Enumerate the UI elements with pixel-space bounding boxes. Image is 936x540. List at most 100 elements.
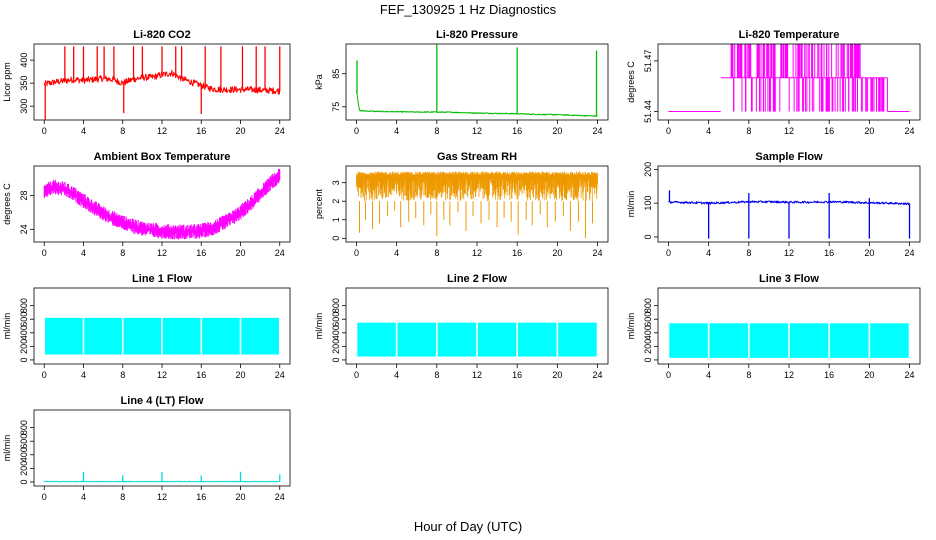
flow-block-line2-flow xyxy=(357,322,396,357)
plot-area-line4-flow xyxy=(44,471,281,483)
xtick-label-rh: 20 xyxy=(552,248,562,258)
ytick-label-line1-flow: 800 xyxy=(19,298,29,313)
xtick-label-line4-flow: 4 xyxy=(81,492,86,502)
ytick-label-line3-flow: 200 xyxy=(643,339,653,354)
flow-block-line2-flow xyxy=(517,322,557,357)
xtick-label-pressure: 8 xyxy=(434,126,439,136)
ytick-label-line2-flow: 400 xyxy=(331,325,341,340)
panel-frame-pressure xyxy=(345,43,609,121)
xtick-label-licor-temp: 8 xyxy=(746,126,751,136)
panel-frame-line4-flow xyxy=(33,409,291,487)
plot-area-pressure xyxy=(356,44,598,117)
panel-title-line1-flow: Line 1 Flow xyxy=(132,273,192,285)
xtick-label-ambient-temp: 0 xyxy=(42,248,47,258)
xtick-label-ambient-temp: 12 xyxy=(157,248,167,258)
plot-area-line1-flow xyxy=(45,317,279,355)
xtick-label-line2-flow: 8 xyxy=(434,370,439,380)
xtick-label-pressure: 16 xyxy=(512,126,522,136)
plot-area-licor-temp xyxy=(668,44,910,113)
panel-frame-line2-flow xyxy=(345,287,609,365)
xtick-label-ambient-temp: 20 xyxy=(235,248,245,258)
xtick-label-rh: 12 xyxy=(472,248,482,258)
xtick-label-licor-temp: 20 xyxy=(864,126,874,136)
flow-block-line2-flow xyxy=(397,322,437,357)
ytick-label-line1-flow: 400 xyxy=(19,325,29,340)
xtick-label-line2-flow: 24 xyxy=(593,370,603,380)
panel-title-pressure: Li-820 Pressure xyxy=(436,29,518,41)
ytick-label-line3-flow: 800 xyxy=(643,298,653,313)
ytick-label-line1-flow: 200 xyxy=(19,339,29,354)
flow-block-line2-flow xyxy=(437,322,477,357)
xtick-label-line2-flow: 4 xyxy=(394,370,399,380)
ytick-label-line2-flow: 200 xyxy=(331,339,341,354)
ytick-label-line1-flow: 0 xyxy=(19,357,29,362)
xtick-label-co2: 8 xyxy=(120,126,125,136)
ytick-label-line3-flow: 0 xyxy=(643,357,653,362)
xtick-label-rh: 8 xyxy=(434,248,439,258)
plot-area-co2 xyxy=(43,46,281,120)
xtick-label-line4-flow: 12 xyxy=(157,492,167,502)
xtick-label-rh: 0 xyxy=(354,248,359,258)
xtick-label-pressure: 4 xyxy=(394,126,399,136)
ytick-label-ambient-temp: 24 xyxy=(19,224,29,234)
ytick-label-co2: 400 xyxy=(19,53,29,68)
ytick-label-pressure: 75 xyxy=(331,102,341,112)
plot-area-line3-flow xyxy=(669,323,909,358)
xtick-label-line1-flow: 8 xyxy=(120,370,125,380)
xtick-label-licor-temp: 24 xyxy=(905,126,915,136)
xtick-label-line3-flow: 12 xyxy=(784,370,794,380)
figure-xlabel: Hour of Day (UTC) xyxy=(414,519,522,534)
ytick-label-line4-flow: 0 xyxy=(19,479,29,484)
xtick-label-line1-flow: 0 xyxy=(42,370,47,380)
ylabel-line3-flow: ml/min xyxy=(626,313,636,340)
flow-block-line3-flow xyxy=(829,323,869,358)
ytick-label-co2: 300 xyxy=(19,99,29,114)
xtick-label-line2-flow: 12 xyxy=(472,370,482,380)
ylabel-licor-temp: degrees C xyxy=(626,61,636,103)
ytick-label-line3-flow: 600 xyxy=(643,312,653,327)
flow-block-line1-flow xyxy=(84,317,122,355)
flow-block-line1-flow xyxy=(123,317,162,355)
panel-frame-co2 xyxy=(33,43,291,121)
xtick-label-co2: 0 xyxy=(42,126,47,136)
ylabel-line4-flow: ml/min xyxy=(2,435,12,462)
flow-block-line1-flow xyxy=(45,317,83,355)
xtick-label-sample-flow: 16 xyxy=(824,248,834,258)
ytick-label-co2: 350 xyxy=(19,76,29,91)
ytick-label-sample-flow: 200 xyxy=(643,162,653,177)
panel-frame-ambient-temp xyxy=(33,165,291,243)
flow-block-line3-flow xyxy=(669,323,708,358)
xtick-label-line4-flow: 16 xyxy=(196,492,206,502)
xtick-label-line3-flow: 0 xyxy=(666,370,671,380)
flow-block-line3-flow xyxy=(749,323,789,358)
xtick-label-ambient-temp: 8 xyxy=(120,248,125,258)
plot-area-sample-flow xyxy=(668,190,911,239)
figure-title: FEF_130925 1 Hz Diagnostics xyxy=(380,2,557,17)
flow-block-line3-flow xyxy=(789,323,829,358)
panel-ambient-temp: Ambient Box Temperature degrees C 0 4 8 12 16 2… xyxy=(2,151,291,258)
ytick-label-licor-temp: 51.44 xyxy=(643,100,653,123)
flow-block-line1-flow xyxy=(202,317,240,355)
xtick-label-line1-flow: 12 xyxy=(157,370,167,380)
panel-co2: Li-820 CO2 Licor ppm 0 4 8 12 16 20 24 300 350 400 xyxy=(2,29,291,136)
panel-title-line2-flow: Line 2 Flow xyxy=(447,273,507,285)
flow-block-line3-flow xyxy=(709,323,749,358)
ylabel-sample-flow: ml/min xyxy=(626,191,636,218)
ytick-label-pressure: 85 xyxy=(331,69,341,79)
xtick-label-ambient-temp: 16 xyxy=(196,248,206,258)
plot-area-ambient-temp xyxy=(43,168,281,240)
ytick-label-rh: 0 xyxy=(331,236,341,241)
xtick-label-co2: 16 xyxy=(196,126,206,136)
panel-sample-flow: Sample Flow ml/min 0 4 8 12 16 20 24 0 100 200 xyxy=(626,151,921,258)
ylabel-line2-flow: ml/min xyxy=(314,313,324,340)
ytick-label-ambient-temp: 28 xyxy=(19,191,29,201)
xtick-label-line1-flow: 16 xyxy=(196,370,206,380)
panel-title-ambient-temp: Ambient Box Temperature xyxy=(94,151,231,163)
ylabel-co2: Licor ppm xyxy=(2,62,12,102)
xtick-label-line3-flow: 8 xyxy=(746,370,751,380)
ytick-label-line1-flow: 600 xyxy=(19,312,29,327)
panel-frame-licor-temp xyxy=(657,43,921,121)
plot-area-line2-flow xyxy=(357,322,597,357)
